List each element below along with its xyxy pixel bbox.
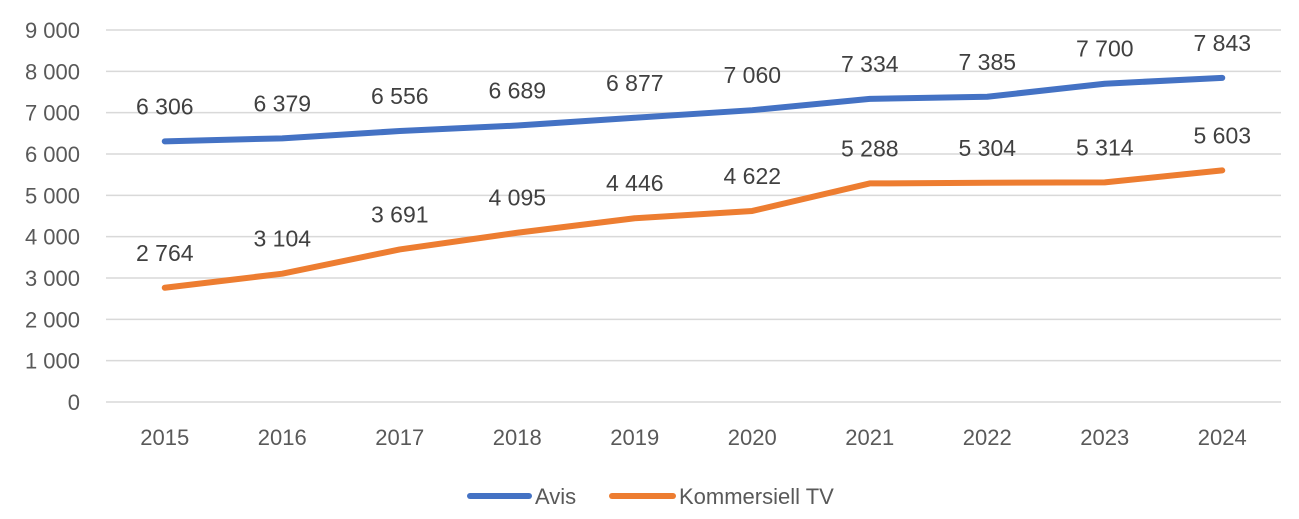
legend: Avis Kommersiell TV bbox=[467, 484, 834, 509]
data-label: 6 306 bbox=[136, 93, 194, 119]
x-tick-label: 2022 bbox=[963, 425, 1012, 450]
x-tick-label: 2023 bbox=[1080, 425, 1129, 450]
data-label: 6 689 bbox=[488, 78, 546, 104]
x-tick-label: 2020 bbox=[728, 425, 777, 450]
data-labels: 6 306 6 379 6 556 6 689 6 877 7 060 7 334 7 385… bbox=[136, 30, 1251, 266]
x-tick-label: 2015 bbox=[140, 425, 189, 450]
data-label: 7 843 bbox=[1193, 30, 1251, 56]
y-axis: 0 1 000 2 000 3 000 4 000 5 000 6 000 7 000 8 00… bbox=[25, 18, 80, 415]
data-label: 7 700 bbox=[1076, 36, 1134, 62]
data-label: 7 385 bbox=[958, 49, 1016, 75]
x-tick-label: 2024 bbox=[1198, 425, 1247, 450]
data-label: 4 095 bbox=[488, 185, 546, 211]
y-tick-label: 8 000 bbox=[25, 59, 80, 84]
y-tick-label: 0 bbox=[68, 390, 80, 415]
data-label: 5 304 bbox=[958, 135, 1016, 161]
data-label: 5 314 bbox=[1076, 134, 1134, 160]
x-tick-label: 2018 bbox=[493, 425, 542, 450]
data-label: 2 764 bbox=[136, 240, 194, 266]
legend-item-kommersiell-tv: Kommersiell TV bbox=[609, 484, 834, 509]
series-line-avis bbox=[161, 74, 1226, 145]
data-label: 6 556 bbox=[371, 83, 429, 109]
x-tick-label: 2017 bbox=[375, 425, 424, 450]
series-lines bbox=[161, 74, 1226, 291]
y-tick-label: 6 000 bbox=[25, 142, 80, 167]
data-label: 3 691 bbox=[371, 201, 429, 227]
y-tick-label: 3 000 bbox=[25, 266, 80, 291]
legend-label: Kommersiell TV bbox=[679, 484, 834, 509]
data-label: 3 104 bbox=[253, 226, 311, 252]
data-label: 6 877 bbox=[606, 70, 664, 96]
data-label: 4 446 bbox=[606, 170, 664, 196]
y-tick-label: 2 000 bbox=[25, 307, 80, 332]
x-axis: 2015 2016 2017 2018 2019 2020 2021 2022 2023 2024 bbox=[140, 425, 1246, 450]
data-label: 4 622 bbox=[723, 163, 781, 189]
y-tick-label: 5 000 bbox=[25, 183, 80, 208]
series-line-kommersiell-tv bbox=[161, 167, 1226, 291]
data-label: 7 060 bbox=[723, 62, 781, 88]
y-tick-label: 7 000 bbox=[25, 101, 80, 126]
y-tick-label: 1 000 bbox=[25, 349, 80, 374]
gridlines bbox=[106, 29, 1281, 403]
legend-label: Avis bbox=[535, 484, 576, 509]
y-tick-label: 9 000 bbox=[25, 18, 80, 43]
data-label: 6 379 bbox=[253, 90, 311, 116]
data-label: 5 288 bbox=[841, 135, 899, 161]
x-tick-label: 2021 bbox=[845, 425, 894, 450]
data-label: 7 334 bbox=[841, 51, 899, 77]
data-label: 5 603 bbox=[1193, 122, 1251, 148]
x-tick-label: 2019 bbox=[610, 425, 659, 450]
legend-item-avis: Avis bbox=[467, 484, 576, 509]
x-tick-label: 2016 bbox=[258, 425, 307, 450]
y-tick-label: 4 000 bbox=[25, 225, 80, 250]
